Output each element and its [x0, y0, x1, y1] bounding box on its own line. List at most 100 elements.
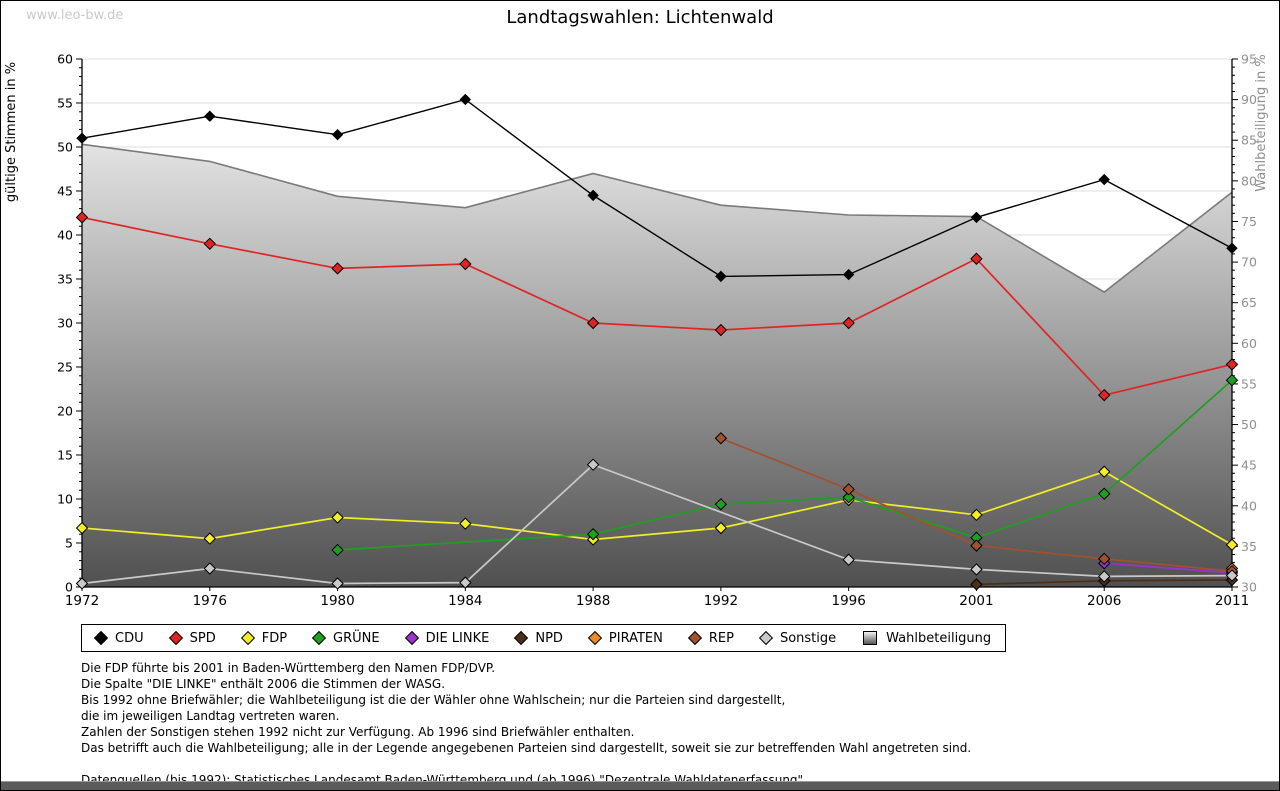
legend-label: CDU — [115, 630, 144, 646]
legend-item-sonstige: Sonstige — [758, 630, 837, 646]
data-point-rep — [1098, 552, 1111, 566]
left-tick-label: 60 — [57, 52, 73, 67]
data-point-fdp — [331, 511, 344, 524]
footnote-line: Die FDP führte bis 2001 in Baden-Württem… — [81, 661, 496, 675]
legend-label: SPD — [189, 630, 216, 646]
data-point-sonstige — [1225, 569, 1239, 582]
data-point-spd — [586, 316, 600, 330]
data-point-npd — [970, 578, 983, 591]
left-tick-label: 0 — [65, 580, 73, 595]
x-tick-label: 1976 — [193, 593, 227, 609]
right-tick-label: 95 — [1241, 52, 1257, 67]
footnote-line: Bis 1992 ohne Briefwähler; die Wahlbetei… — [81, 693, 786, 707]
data-point-sonstige — [842, 553, 855, 566]
data-point-grüne — [714, 498, 728, 511]
legend-item-spd: SPD — [168, 630, 216, 646]
chart-legend: CDU SPD FDP GRÜNE DIE LINKE NPD PIRATEN REP Sons… — [81, 624, 1007, 652]
data-point-sonstige — [586, 458, 600, 471]
data-point-cdu — [842, 268, 855, 281]
legend-label: GRÜNE — [333, 630, 380, 646]
data-point-cdu — [1226, 242, 1238, 254]
footnote-line: Das betrifft auch die Wahlbeteiligung; a… — [81, 741, 972, 755]
participation-area — [82, 144, 1232, 588]
left-tick-label: 10 — [57, 492, 73, 507]
x-tick-label: 1992 — [704, 593, 738, 609]
x-tick-label: 1996 — [831, 593, 865, 609]
data-point-fdp — [714, 521, 728, 535]
right-tick-label: 30 — [1241, 580, 1257, 595]
data-point-cdu — [459, 93, 472, 106]
election-line-chart: 0 5 10 15 20 25 30 35 40 45 50 55 60 30 35 40 45 50 55 60 65… — [4, 52, 1269, 610]
legend-item-wahlbeteiligung: Wahlbeteiligung — [863, 631, 991, 646]
data-point-spd — [1225, 358, 1239, 371]
data-point-fdp — [1098, 465, 1111, 478]
right-tick-label: 55 — [1241, 376, 1257, 391]
diamond-swatch-icon — [240, 630, 255, 646]
data-point-cdu — [1098, 173, 1110, 186]
data-point-spd — [203, 237, 216, 251]
diamond-swatch-icon — [758, 630, 774, 646]
x-tick-label: 1972 — [65, 593, 99, 609]
footnote-line: die im jeweiligen Landtag vertreten ware… — [81, 709, 340, 723]
left-axis-title: gültige Stimmen in % — [4, 62, 19, 202]
legend-item-fdp: FDP — [240, 630, 288, 646]
right-tick-label: 35 — [1241, 539, 1257, 554]
site-watermark: www.leo-bw.de — [26, 8, 124, 23]
left-tick-label: 55 — [57, 96, 73, 111]
data-point-cdu — [970, 211, 983, 224]
data-point-grüne — [842, 491, 855, 504]
data-point-spd — [331, 262, 344, 275]
legend-item-die-linke: DIE LINKE — [404, 630, 489, 646]
data-point-spd — [1098, 388, 1111, 402]
data-point-cdu — [331, 128, 344, 141]
series-line-fdp — [81, 470, 1233, 546]
data-point-fdp — [459, 517, 472, 530]
series-line-spd — [81, 216, 1233, 397]
data-point-spd — [842, 316, 855, 330]
footnote-line: Zahlen der Sonstigen stehen 1992 nicht z… — [81, 725, 635, 739]
legend-label: Sonstige — [779, 630, 837, 646]
right-axis-title: Wahlbeteiligung in % — [1254, 54, 1269, 191]
data-point-sonstige — [970, 563, 983, 576]
data-point-cdu — [76, 132, 88, 144]
left-tick-label: 5 — [65, 536, 73, 551]
footnote-line — [81, 756, 971, 772]
chart-footnotes: Die FDP führte bis 2001 in Baden-Württem… — [81, 660, 971, 788]
left-tick-label: 25 — [57, 360, 73, 375]
left-tick-label: 15 — [57, 448, 73, 463]
left-tick-label: 45 — [57, 184, 73, 199]
left-tick-label: 35 — [57, 272, 73, 287]
participation-swatch-icon — [863, 631, 878, 645]
series-line-die-linke — [1104, 562, 1233, 574]
legend-label: Wahlbeteiligung — [886, 630, 992, 646]
data-point-cdu — [715, 270, 727, 283]
data-point-rep — [842, 483, 855, 496]
legend-item-piraten: PIRATEN — [587, 630, 663, 646]
x-tick-label: 1980 — [320, 593, 354, 609]
series-line-cdu — [81, 98, 1233, 278]
right-tick-label: 70 — [1241, 255, 1257, 270]
diamond-swatch-icon — [168, 630, 183, 646]
data-point-sonstige — [203, 562, 216, 575]
left-tick-label: 40 — [57, 228, 73, 243]
left-tick-label: 50 — [57, 140, 73, 155]
footnote-line: Die Spalte "DIE LINKE" enthält 2006 die … — [81, 677, 446, 691]
diamond-swatch-icon — [404, 630, 419, 646]
legend-label: PIRATEN — [608, 630, 663, 646]
right-tick-label: 40 — [1241, 498, 1257, 513]
x-tick-label: 2006 — [1087, 593, 1121, 609]
x-tick-label: 2011 — [1215, 593, 1249, 609]
right-tick-label: 45 — [1241, 458, 1257, 473]
data-point-cdu — [587, 189, 599, 202]
data-point-fdp — [970, 508, 983, 522]
left-tick-label: 30 — [57, 316, 73, 331]
right-tick-label: 85 — [1241, 133, 1257, 148]
data-point-spd — [714, 323, 728, 337]
legend-item-npd: NPD — [514, 630, 563, 646]
data-point-spd — [75, 211, 89, 224]
legend-label: NPD — [535, 630, 563, 646]
x-tick-label: 1988 — [576, 593, 610, 609]
legend-label: FDP — [261, 630, 288, 646]
diamond-swatch-icon — [687, 630, 702, 646]
